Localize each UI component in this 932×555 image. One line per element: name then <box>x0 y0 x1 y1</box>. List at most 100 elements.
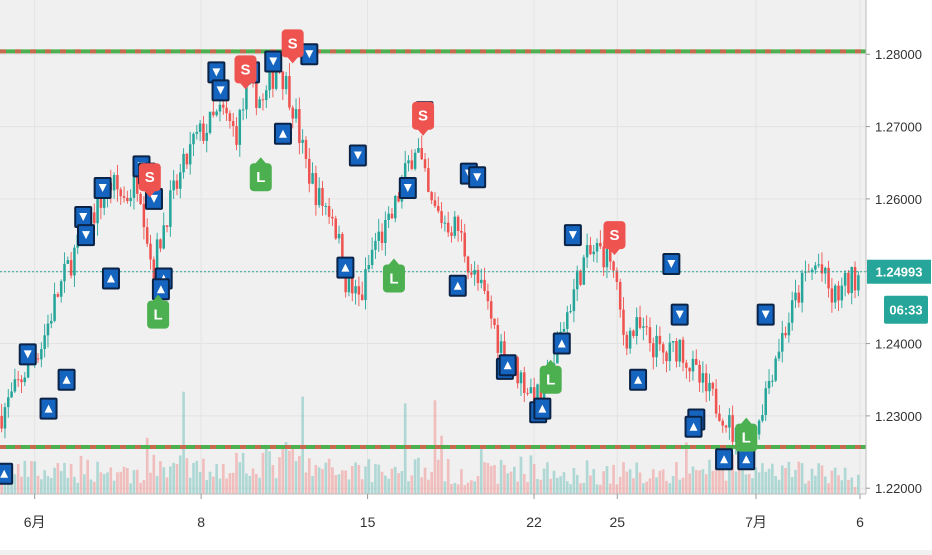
candle-body <box>463 232 466 257</box>
candle-body <box>59 281 63 297</box>
down-arrow-marker-icon[interactable] <box>398 177 417 200</box>
candle-body <box>298 109 301 143</box>
long-signal-badge[interactable]: L <box>249 157 272 192</box>
down-arrow-marker-icon[interactable] <box>93 177 112 200</box>
candle-body <box>73 247 76 276</box>
volume-bar <box>33 461 37 494</box>
volume-bar <box>754 467 758 494</box>
volume-bar <box>245 473 248 494</box>
down-arrow-marker-icon[interactable] <box>670 303 689 326</box>
long-signal-badge[interactable]: L <box>382 258 405 293</box>
down-arrow-marker-icon[interactable] <box>563 224 582 247</box>
down-arrow-marker-icon[interactable] <box>207 61 226 84</box>
volume-bar <box>357 464 361 494</box>
candle-body <box>618 281 622 310</box>
candle-body <box>824 267 827 274</box>
marker-arrow <box>503 361 512 370</box>
volume-bar <box>36 475 40 494</box>
up-arrow-marker-icon[interactable] <box>684 415 703 438</box>
volume-bar <box>374 464 377 494</box>
candle-body <box>202 123 205 141</box>
volume-bar <box>126 468 129 494</box>
long-signal-badge[interactable]: L <box>735 417 758 452</box>
volume-bar <box>790 477 794 494</box>
up-arrow-marker-icon[interactable] <box>336 256 355 279</box>
long-signal-badge[interactable]: L <box>147 294 170 329</box>
volume-bar <box>317 467 321 494</box>
volume-bar <box>278 457 281 494</box>
candle-body <box>195 131 199 134</box>
marker-arrow <box>473 173 482 182</box>
volume-bar <box>529 455 533 494</box>
badge-body <box>603 221 626 250</box>
candle-body <box>129 197 132 202</box>
sell-signal-badge[interactable]: S <box>603 221 626 256</box>
volume-bar <box>668 483 672 494</box>
volume-bar <box>853 486 857 494</box>
sell-signal-badge[interactable]: S <box>281 29 304 64</box>
volume-bar <box>539 479 543 494</box>
down-arrow-marker-icon[interactable] <box>74 205 93 228</box>
volume-bar <box>830 470 834 494</box>
volume-bar <box>129 483 132 494</box>
candle-body <box>853 266 857 291</box>
up-arrow-marker-icon[interactable] <box>448 274 467 297</box>
volume-bar <box>354 462 357 494</box>
volume-bar <box>370 482 374 494</box>
sell-signal-badge[interactable]: S <box>412 101 435 136</box>
down-arrow-marker-icon[interactable] <box>662 252 681 275</box>
down-arrow-marker-icon[interactable] <box>348 144 367 167</box>
volume-bar <box>393 466 397 494</box>
volume-bar <box>857 474 860 494</box>
up-arrow-marker-icon[interactable] <box>552 332 571 355</box>
candle-body <box>771 380 774 382</box>
down-arrow-marker-icon[interactable] <box>300 43 319 66</box>
marker-arrow <box>453 281 462 290</box>
down-arrow-marker-icon[interactable] <box>756 303 775 326</box>
volume-bar <box>575 474 579 494</box>
candle-body <box>265 90 268 101</box>
down-arrow-marker-icon[interactable] <box>264 50 283 73</box>
volume-bar <box>744 474 748 494</box>
sell-signal-badge[interactable]: S <box>234 55 257 90</box>
up-arrow-marker-icon[interactable] <box>737 448 756 471</box>
up-arrow-marker-icon[interactable] <box>498 354 517 377</box>
candle-body <box>721 420 724 426</box>
up-arrow-marker-icon[interactable] <box>39 397 58 420</box>
volume-bar <box>724 480 728 494</box>
volume-bar <box>400 470 404 494</box>
volume-bar <box>589 475 592 494</box>
volume-bar <box>291 446 295 494</box>
volume-bar <box>661 469 665 494</box>
badge-pointer <box>608 248 621 256</box>
down-arrow-marker-icon[interactable] <box>77 224 95 247</box>
down-arrow-marker-icon[interactable] <box>468 166 487 189</box>
candle-body <box>212 111 215 116</box>
volume-bar <box>294 461 298 494</box>
up-arrow-marker-icon[interactable] <box>273 122 292 145</box>
volume-bar <box>638 472 642 494</box>
up-arrow-marker-icon[interactable] <box>57 368 76 391</box>
up-arrow-marker-icon[interactable] <box>151 278 170 301</box>
signal-label: L <box>742 430 751 447</box>
down-arrow-marker-icon[interactable] <box>211 79 230 102</box>
long-signal-badge[interactable]: L <box>539 359 562 394</box>
candle-body <box>321 187 324 206</box>
candle-body <box>185 153 189 165</box>
sell-signal-badge[interactable]: S <box>138 163 161 198</box>
up-arrow-marker-icon[interactable] <box>629 368 648 391</box>
volume-bar <box>456 484 460 494</box>
up-arrow-marker-icon[interactable] <box>715 448 734 471</box>
up-arrow-marker-icon[interactable] <box>0 462 14 485</box>
up-arrow-marker-icon[interactable] <box>101 267 120 290</box>
volume-bar <box>473 481 476 494</box>
down-arrow-marker-icon[interactable] <box>18 343 37 366</box>
candle-body <box>585 245 589 258</box>
up-arrow-marker-icon[interactable] <box>533 397 552 420</box>
badge-pointer <box>286 56 299 64</box>
candle-body <box>790 300 794 323</box>
price-scale-background <box>866 0 932 494</box>
candle-body <box>16 379 20 381</box>
